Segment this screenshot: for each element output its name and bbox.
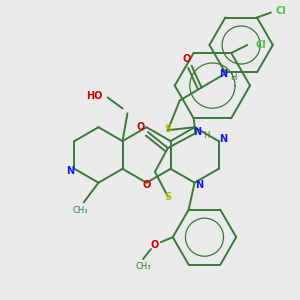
Text: N: N (194, 127, 202, 137)
Text: O: O (151, 240, 159, 250)
Text: O: O (137, 122, 145, 132)
Text: CH₃: CH₃ (73, 206, 88, 215)
Text: S: S (164, 124, 171, 134)
Text: N: N (220, 134, 228, 144)
Text: N: N (66, 166, 75, 176)
Text: N: N (196, 180, 204, 190)
Text: S: S (164, 192, 171, 202)
Text: Cl: Cl (275, 6, 286, 16)
Text: Cl: Cl (255, 40, 266, 50)
Text: O: O (182, 54, 191, 64)
Text: H: H (230, 73, 236, 82)
Text: O: O (142, 180, 151, 190)
Text: H: H (203, 130, 210, 140)
Text: N: N (219, 69, 227, 79)
Text: CH₃: CH₃ (135, 262, 151, 272)
Text: HO: HO (86, 91, 103, 100)
